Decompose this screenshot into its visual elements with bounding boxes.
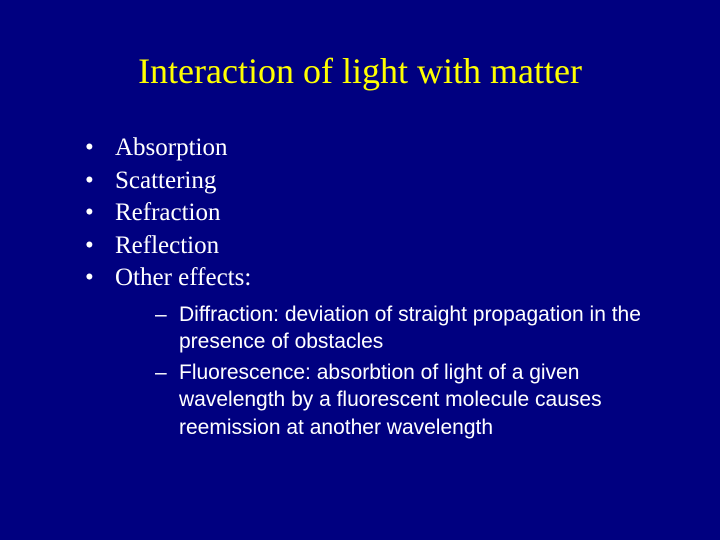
slide-title: Interaction of light with matter: [60, 50, 660, 92]
bullet-text: Absorption: [115, 134, 228, 161]
list-item: Refraction: [85, 197, 660, 230]
list-item: Absorption: [85, 132, 660, 165]
sub-bullet-text: Diffraction: deviation of straight propa…: [179, 303, 641, 353]
list-item: Diffraction: deviation of straight propa…: [155, 301, 660, 356]
list-item: Scattering: [85, 165, 660, 198]
bullet-text: Other effects:: [115, 264, 251, 291]
main-bullet-list: Absorption Scattering Refraction Reflect…: [60, 132, 660, 441]
bullet-text: Scattering: [115, 167, 216, 194]
sub-bullet-list: Diffraction: deviation of straight propa…: [115, 301, 660, 441]
list-item: Other effects: Diffraction: deviation of…: [85, 262, 660, 441]
bullet-text: Refraction: [115, 199, 221, 226]
list-item: Fluorescence: absorbtion of light of a g…: [155, 359, 660, 441]
list-item: Reflection: [85, 230, 660, 263]
bullet-text: Reflection: [115, 232, 219, 259]
sub-bullet-text: Fluorescence: absorbtion of light of a g…: [179, 361, 602, 439]
